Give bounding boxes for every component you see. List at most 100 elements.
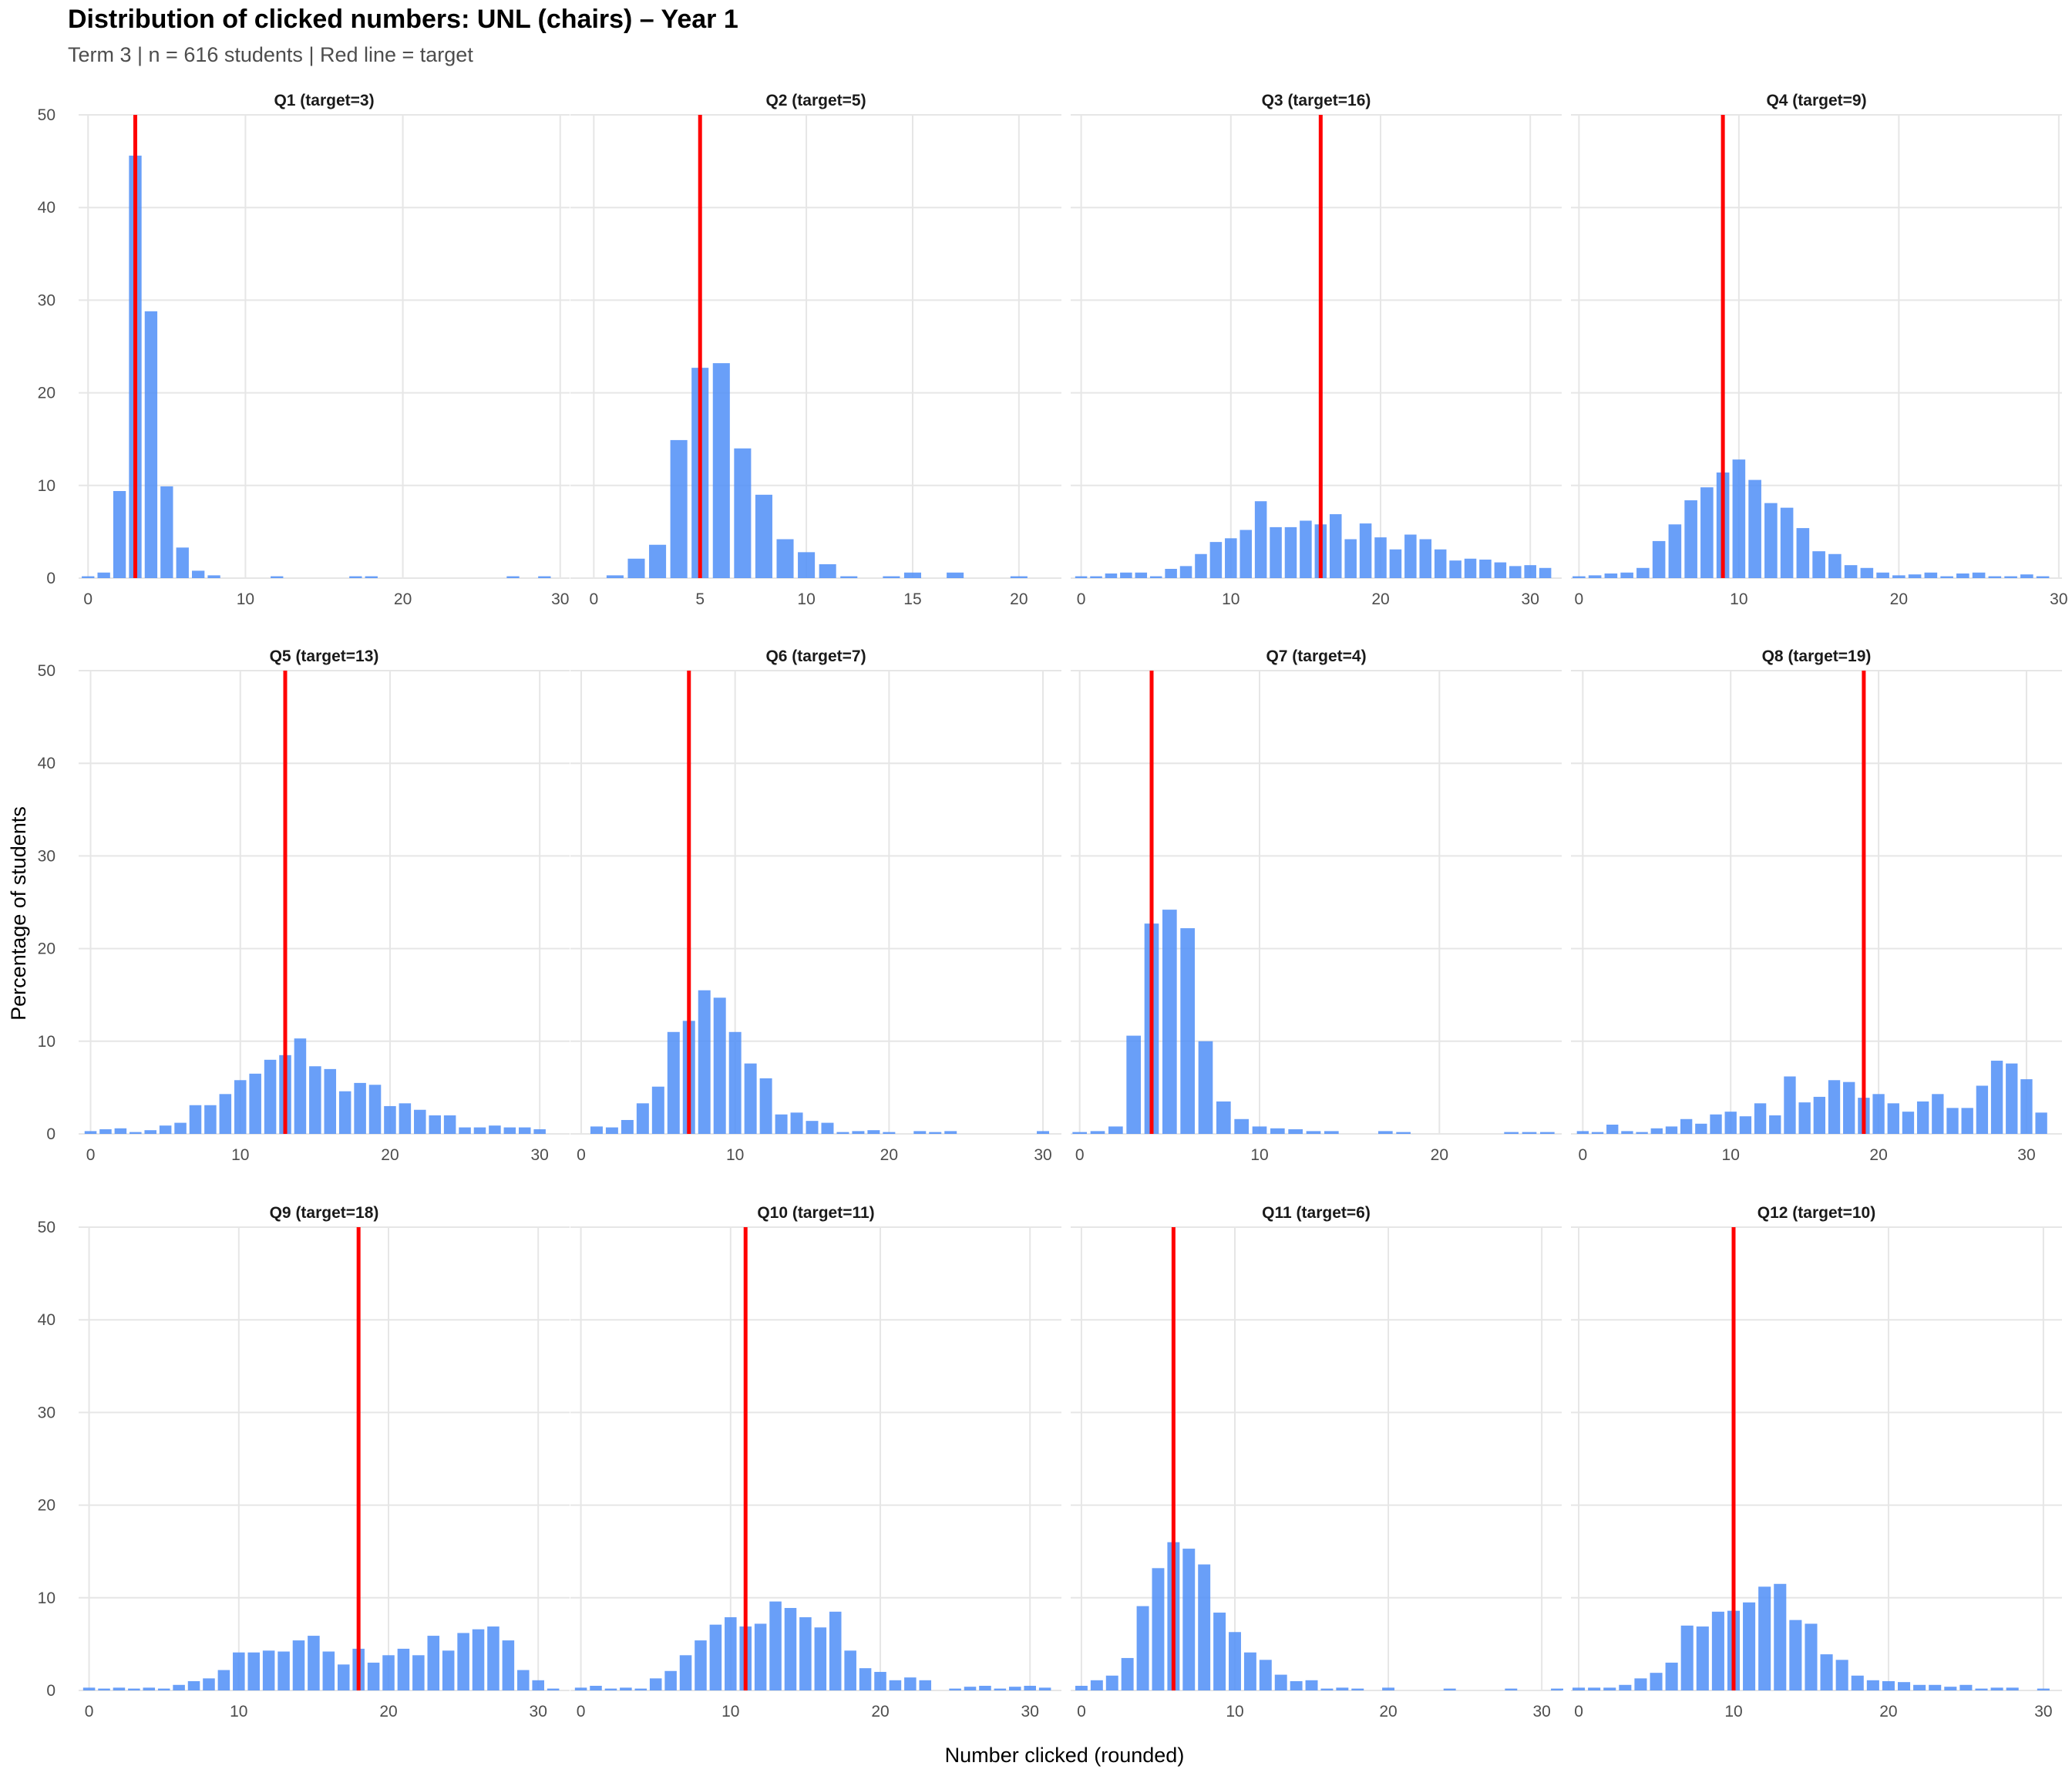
bar — [1179, 566, 1192, 578]
bar — [929, 1132, 942, 1134]
x-tick-label: 0 — [1579, 1146, 1588, 1164]
bar — [2035, 1112, 2047, 1134]
bar — [472, 1629, 485, 1690]
bar — [98, 1688, 110, 1690]
bar — [99, 1128, 112, 1134]
bar — [174, 1122, 187, 1134]
bar — [1696, 1626, 1709, 1690]
x-tick-label: 10 — [1724, 1703, 1742, 1720]
bar — [776, 539, 794, 578]
bar — [1389, 549, 1402, 578]
facet-title: Q5 (target=13) — [270, 648, 379, 665]
bar — [979, 1685, 991, 1690]
bar — [1198, 1041, 1213, 1134]
x-tick-label: 20 — [394, 590, 412, 608]
bar — [1619, 1684, 1632, 1690]
bar — [1306, 1131, 1321, 1134]
bar — [1509, 566, 1522, 578]
bar — [1274, 1674, 1287, 1690]
bar — [1711, 1611, 1724, 1690]
y-tick-label: 0 — [46, 1125, 56, 1143]
bar — [1892, 575, 1906, 578]
bar — [1946, 1108, 1959, 1134]
bar — [874, 1671, 886, 1690]
bar — [502, 1640, 515, 1690]
x-tick-label: 20 — [381, 1146, 399, 1164]
bar — [754, 1623, 767, 1690]
bar — [590, 1126, 603, 1134]
x-tick-label: 20 — [1010, 590, 1028, 608]
bar — [503, 1127, 516, 1134]
bar — [728, 1031, 742, 1134]
x-tick-label: 10 — [230, 1703, 247, 1720]
bar — [294, 1038, 307, 1134]
bar — [1668, 524, 1682, 578]
bar — [819, 563, 836, 578]
bar — [1684, 500, 1697, 578]
bar — [1010, 576, 1028, 578]
bar — [1504, 1132, 1519, 1134]
bar — [664, 1670, 677, 1690]
bar — [1136, 1606, 1149, 1690]
bar — [867, 1130, 880, 1134]
bar — [1634, 1678, 1647, 1690]
bar — [442, 1650, 455, 1690]
bar — [247, 1652, 260, 1690]
bar — [233, 1652, 245, 1690]
bar — [473, 1127, 486, 1134]
x-tick-label: 0 — [1075, 1146, 1085, 1164]
bar — [1120, 572, 1132, 578]
bar — [806, 1121, 819, 1134]
y-tick-label: 10 — [38, 1589, 56, 1607]
bar — [1961, 1108, 1973, 1134]
x-tick-label: 30 — [551, 590, 569, 608]
bar — [1835, 1660, 1848, 1690]
bar — [397, 1648, 410, 1690]
bar — [1524, 565, 1536, 578]
bar — [1037, 1131, 1050, 1134]
bar — [203, 1678, 215, 1690]
bar — [382, 1655, 395, 1690]
x-tick-label: 20 — [1869, 1146, 1887, 1164]
y-tick-label: 20 — [38, 1497, 56, 1515]
y-tick-label: 40 — [38, 1311, 56, 1329]
bar — [322, 1651, 335, 1690]
bar — [1860, 567, 1874, 578]
x-tick-label: 10 — [1226, 1703, 1243, 1720]
bar — [1851, 1675, 1864, 1690]
bar — [489, 1125, 501, 1134]
bar — [547, 1688, 560, 1690]
x-tick-label: 30 — [2017, 1146, 2035, 1164]
bar — [1680, 1118, 1693, 1134]
x-tick-label: 20 — [1379, 1703, 1397, 1720]
bar — [844, 1650, 856, 1690]
bar — [947, 572, 964, 578]
bar — [712, 363, 730, 578]
bar — [1270, 1128, 1285, 1134]
bar — [636, 1103, 649, 1134]
facet-title: Q6 (target=7) — [765, 648, 866, 665]
bar — [1828, 553, 1842, 578]
y-tick-label: 30 — [38, 1404, 56, 1421]
bar — [994, 1688, 1007, 1690]
bar — [533, 1128, 546, 1134]
bar — [1789, 1620, 1802, 1690]
bar — [349, 576, 362, 578]
x-tick-label: 0 — [1575, 590, 1584, 608]
bar — [1621, 1131, 1633, 1134]
bar — [852, 1131, 865, 1134]
bar — [1240, 530, 1252, 578]
facet-title: Q9 (target=18) — [270, 1204, 379, 1222]
bar — [1072, 1132, 1087, 1134]
x-tick-label: 20 — [1371, 590, 1389, 608]
x-tick-label: 0 — [85, 1703, 94, 1720]
bar — [1288, 1128, 1303, 1134]
facet-title: Q10 (target=11) — [757, 1204, 874, 1222]
bar — [1990, 1061, 2003, 1134]
bar — [889, 1680, 902, 1690]
bar — [1419, 539, 1432, 578]
bar — [2020, 1079, 2033, 1134]
bar — [1090, 1131, 1105, 1134]
facet-title: Q3 (target=16) — [1262, 92, 1371, 109]
bar — [1650, 1128, 1663, 1134]
